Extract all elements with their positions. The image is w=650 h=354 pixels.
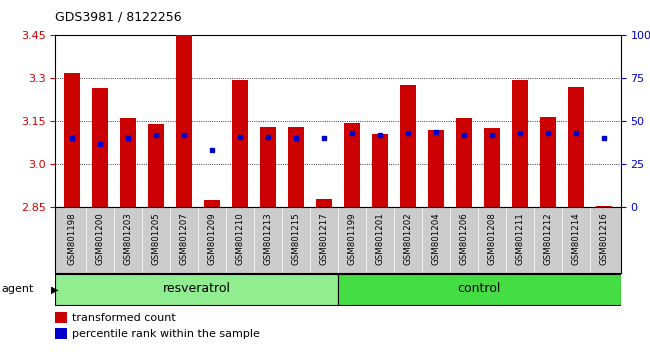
Text: ▶: ▶ (51, 284, 59, 295)
Text: agent: agent (1, 284, 34, 295)
Bar (289, 127, 304, 207)
Text: control: control (458, 282, 501, 295)
Text: GSM801206: GSM801206 (460, 212, 469, 265)
Text: GSM801201: GSM801201 (376, 212, 385, 265)
Bar (540, 117, 556, 207)
Bar (484, 129, 500, 207)
Bar (344, 123, 359, 207)
Text: GSM801215: GSM801215 (291, 212, 300, 265)
Text: GSM801200: GSM801200 (96, 212, 105, 265)
Text: GSM801214: GSM801214 (571, 212, 580, 265)
Bar (148, 124, 164, 207)
Bar (55, 328, 66, 339)
Text: GSM801208: GSM801208 (488, 212, 497, 265)
Text: GSM801212: GSM801212 (543, 212, 552, 265)
Text: GSM801203: GSM801203 (124, 212, 133, 265)
Bar (92, 88, 108, 207)
Text: percentile rank within the sample: percentile rank within the sample (72, 329, 260, 339)
Text: GSM801204: GSM801204 (432, 212, 441, 265)
Text: GSM801205: GSM801205 (151, 212, 161, 265)
Text: GSM801209: GSM801209 (207, 212, 216, 265)
Bar (596, 206, 612, 207)
Text: GSM801217: GSM801217 (320, 212, 328, 265)
Bar (260, 127, 276, 207)
Text: GSM801211: GSM801211 (515, 212, 525, 265)
Text: GSM801216: GSM801216 (599, 212, 608, 265)
Bar (568, 87, 584, 207)
Bar (176, 34, 192, 207)
Text: GSM801213: GSM801213 (263, 212, 272, 265)
Text: GSM801210: GSM801210 (235, 212, 244, 265)
Text: GSM801202: GSM801202 (404, 212, 413, 265)
Bar (232, 80, 248, 207)
Bar (317, 199, 332, 207)
Text: GSM801199: GSM801199 (348, 212, 356, 265)
Bar (456, 118, 472, 207)
FancyBboxPatch shape (338, 274, 621, 304)
Bar (120, 118, 136, 207)
Text: GSM801207: GSM801207 (179, 212, 188, 265)
Bar (64, 73, 80, 207)
Bar (428, 130, 444, 207)
Bar (400, 85, 416, 207)
Bar (372, 134, 387, 207)
Text: GSM801198: GSM801198 (68, 212, 77, 265)
Text: resveratrol: resveratrol (162, 282, 231, 295)
Bar (55, 312, 66, 323)
Text: transformed count: transformed count (72, 313, 176, 323)
Bar (204, 200, 220, 207)
Text: GDS3981 / 8122256: GDS3981 / 8122256 (55, 11, 182, 24)
Bar (512, 80, 528, 207)
FancyBboxPatch shape (55, 274, 338, 304)
